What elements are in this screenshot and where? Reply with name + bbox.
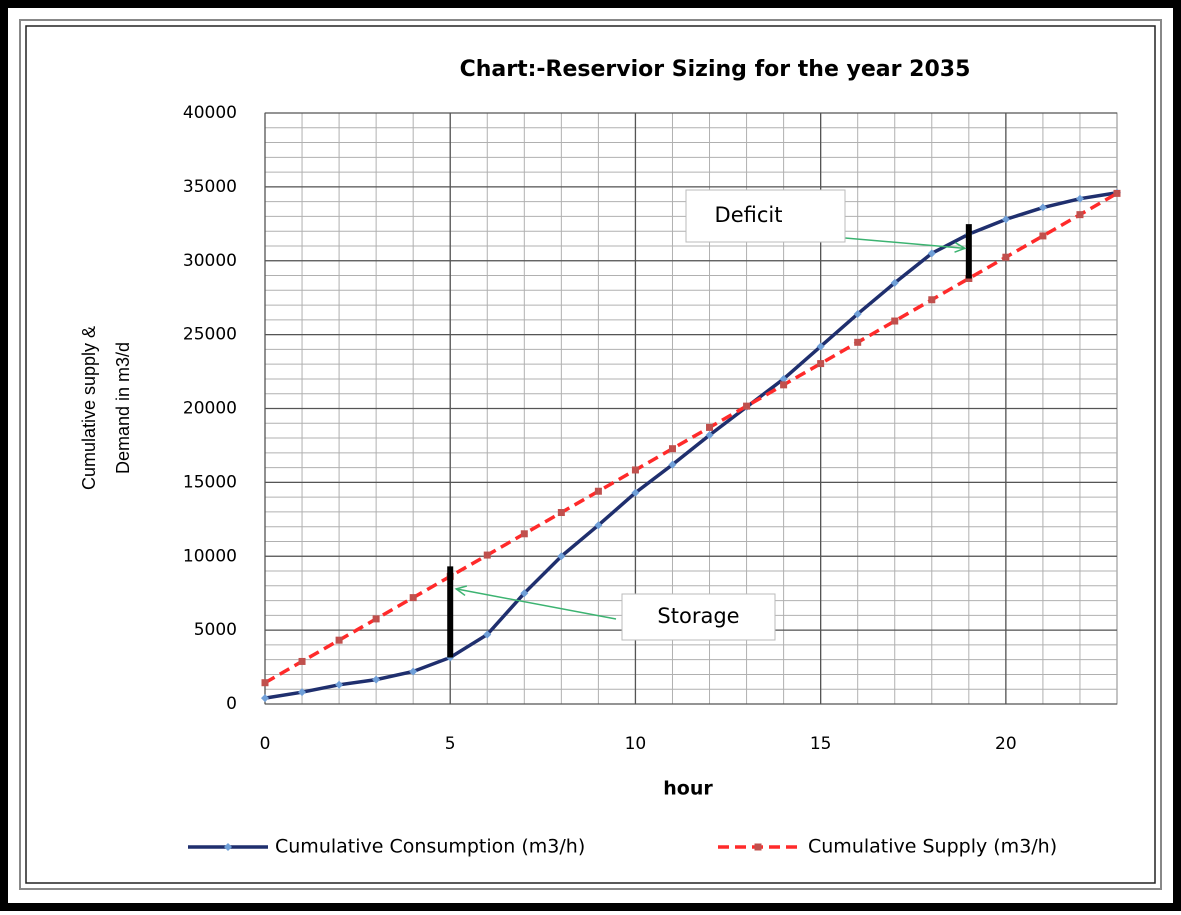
annotation-arrow [456, 588, 617, 620]
data-point [816, 342, 825, 351]
annotation-box [685, 189, 846, 243]
data-point [668, 460, 677, 469]
data-point [631, 466, 639, 474]
plot: Storage Deficit [261, 188, 1121, 703]
data-point [372, 615, 380, 623]
data-point [557, 552, 566, 561]
x-tick-label: 15 [810, 734, 832, 754]
data-point [520, 530, 528, 538]
x-tick-label: 5 [445, 734, 456, 754]
y-axis-label-line: Cumulative supply & [79, 326, 99, 490]
data-point [780, 381, 788, 389]
data-point [890, 278, 899, 287]
data-point [594, 521, 603, 530]
series-line [264, 191, 1118, 700]
data-point [779, 374, 788, 383]
data-point [631, 488, 640, 497]
annotation-label: Deficit [715, 203, 783, 227]
y-tick-label: 0 [226, 694, 237, 714]
data-point [409, 667, 418, 676]
annotation-box [621, 593, 776, 641]
inner-frame [25, 25, 1156, 884]
data-point [1039, 232, 1047, 240]
y-tick-label: 40000 [183, 103, 237, 123]
data-point [520, 589, 529, 598]
data-point [557, 509, 565, 517]
chart-title: Chart:-Reservior Sizing for the year 203… [460, 57, 971, 82]
legend-label: Cumulative Consumption (m3/h) [275, 836, 585, 858]
data-point [261, 679, 269, 687]
data-point [854, 338, 862, 346]
y-tick-label: 35000 [183, 177, 237, 197]
y-axis-label-line: Demand in m3/d [113, 342, 133, 474]
data-point [891, 317, 899, 325]
x-tick-label: 20 [995, 734, 1017, 754]
annotation-label: Storage [657, 604, 739, 628]
y-tick-label: 30000 [183, 251, 237, 271]
data-point [668, 445, 676, 453]
annotation-arrow [844, 237, 965, 250]
data-point [298, 688, 307, 697]
data-point [817, 360, 825, 368]
data-point [928, 296, 936, 304]
data-point [483, 551, 491, 559]
legend-marker [754, 843, 762, 851]
y-tick-label: 5000 [194, 620, 237, 640]
y-axis-label: Cumulative supply & Demand in m3/d [79, 326, 133, 490]
data-point [335, 636, 343, 644]
y-tick-label: 15000 [183, 472, 237, 492]
data-point [594, 487, 602, 495]
data-point [335, 680, 344, 689]
data-point [706, 423, 714, 431]
data-point [483, 630, 492, 639]
legend-label: Cumulative Supply (m3/h) [808, 836, 1057, 858]
data-point [1076, 211, 1084, 219]
data-point [1113, 189, 1121, 197]
x-tick-label: 10 [625, 734, 647, 754]
data-point [298, 657, 306, 665]
data-point [409, 594, 417, 602]
annotation-arrowhead [454, 585, 468, 597]
annotation-arrowhead [954, 242, 967, 253]
data-point [1001, 215, 1010, 224]
data-point [705, 431, 714, 440]
data-point [1038, 203, 1047, 212]
data-point [261, 694, 269, 703]
series-line [264, 191, 1118, 685]
legend-marker [224, 843, 232, 851]
data-point [743, 402, 751, 410]
data-point [372, 675, 381, 684]
y-tick-label: 25000 [183, 325, 237, 345]
x-axis-label: hour [663, 778, 713, 800]
y-tick-label: 10000 [183, 546, 237, 566]
data-point [927, 249, 936, 258]
y-tick-label: 20000 [183, 399, 237, 419]
data-point [1002, 253, 1010, 261]
data-point [1075, 194, 1084, 203]
data-point [853, 309, 862, 318]
x-tick-label: 0 [260, 734, 271, 754]
